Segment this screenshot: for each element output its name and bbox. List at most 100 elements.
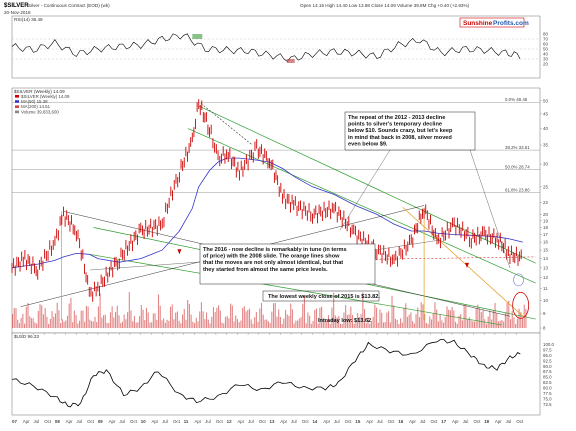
volume-bar (149, 322, 151, 328)
volume-bar (417, 307, 419, 328)
volume-bar (453, 310, 455, 328)
volume-bar (348, 314, 350, 328)
price-tick-label: 15 (543, 248, 548, 253)
usd-tick-label: 97.5 (543, 347, 552, 352)
volume-bar (504, 312, 506, 328)
rsi-tick-label: 80 (543, 32, 548, 37)
volume-bar (429, 316, 431, 328)
volume-bar (472, 321, 474, 328)
rsi-tick-label: 50 (543, 47, 548, 52)
x-tick-label: Oct (173, 419, 181, 424)
volume-bar (245, 311, 247, 328)
volume-bar (463, 304, 465, 328)
volume-bar (339, 323, 342, 328)
red-arrow-icon (177, 249, 182, 255)
x-tick-label: Jul (506, 419, 512, 424)
volume-bar (465, 304, 467, 328)
volume-bar (242, 308, 244, 328)
volume-bar (508, 300, 510, 328)
volume-bar (30, 317, 32, 328)
annotation-text-2: The 2016 - now decline is remarkably in … (203, 247, 347, 253)
volume-bar (195, 317, 197, 328)
annotation-text-1: even below $9. (348, 141, 388, 147)
volume-bar (439, 314, 441, 328)
x-tick-label: Apr (237, 419, 244, 424)
volume-bar (54, 313, 57, 328)
x-tick-label: Oct (87, 419, 95, 424)
annotation-intraday-low: Intraday low: $13.62 (318, 318, 371, 324)
legend-label: $SILVER (Weekly) 14.09 (21, 94, 70, 99)
volume-bar (425, 322, 427, 328)
volume-bar (370, 321, 372, 328)
volume-bar (236, 319, 239, 328)
volume-bar (169, 306, 172, 328)
volume-bar (381, 312, 383, 328)
price-group: 0.0% 49.45 38.2% 33.61 50.0% 28.74 61.8% 23… (11, 94, 548, 331)
x-tick-label: Jul (119, 419, 125, 424)
fib-label: 50.0% 28.74 (505, 164, 530, 169)
volume-bar (437, 321, 439, 328)
volume-bar (154, 313, 156, 328)
volume-bar (266, 319, 268, 328)
x-tick-label: 16 (398, 419, 403, 424)
volume-bar (391, 295, 393, 328)
volume-bar (247, 309, 249, 328)
volume-bar (322, 318, 324, 328)
volume-bar (422, 304, 424, 328)
x-tick-label: Oct (302, 419, 310, 424)
volume-bar (410, 312, 412, 328)
volume-bar (22, 313, 24, 328)
x-tick-label: Oct (44, 419, 52, 424)
volume-bar (56, 302, 58, 328)
price-title: $SILVER (Weekly) 14.09 (14, 89, 65, 94)
volume-bar (214, 311, 216, 328)
volume-bar (420, 302, 422, 328)
volume-bar (461, 320, 463, 328)
legend-swatch (15, 95, 19, 98)
volume-bar (118, 315, 120, 328)
volume-bar (281, 323, 283, 328)
volume-bar (406, 316, 409, 328)
volume-bar (106, 322, 108, 328)
volume-bar (211, 316, 213, 328)
volume-bar (125, 319, 127, 328)
volume-bar (487, 316, 489, 328)
volume-bar (39, 304, 41, 328)
symbol-label: $SILVER (4, 3, 29, 9)
volume-bar (376, 307, 378, 328)
fib-label: 38.2% 33.61 (505, 145, 530, 150)
volume-bar (415, 314, 417, 328)
volume-bar (479, 308, 481, 328)
volume-bar (305, 323, 307, 328)
volume-bar (389, 322, 391, 328)
volume-bar (192, 321, 194, 328)
volume-bar (278, 309, 280, 328)
volume-bar (458, 315, 460, 328)
volume-bar (271, 311, 273, 328)
volume-bar (61, 319, 63, 328)
annotation-text-2: of price) with the 2008 slide. The orang… (203, 254, 340, 260)
volume-bar (295, 320, 297, 328)
volume-bar (501, 319, 503, 328)
volume-bar (235, 315, 237, 328)
annotation-box-1 (344, 111, 476, 151)
volume-bar (72, 322, 74, 328)
volume-bar (396, 319, 398, 328)
volume-bar (200, 302, 202, 328)
volume-bar (218, 305, 220, 328)
x-tick-label: Jul (248, 419, 254, 424)
volume-bar (176, 311, 178, 328)
volume-bar (274, 302, 276, 328)
volume-bar (183, 308, 185, 328)
volume-bar (185, 319, 187, 328)
volume-bar (80, 310, 82, 328)
volume-bar (49, 318, 51, 328)
legend-swatch (15, 105, 19, 108)
volume-bar (413, 323, 415, 328)
volume-bar (130, 310, 132, 328)
volume-bar (139, 315, 141, 328)
volume-bar (272, 303, 275, 328)
volume-bar (90, 321, 93, 328)
volume-bar (259, 308, 261, 328)
volume-bar (384, 322, 386, 328)
